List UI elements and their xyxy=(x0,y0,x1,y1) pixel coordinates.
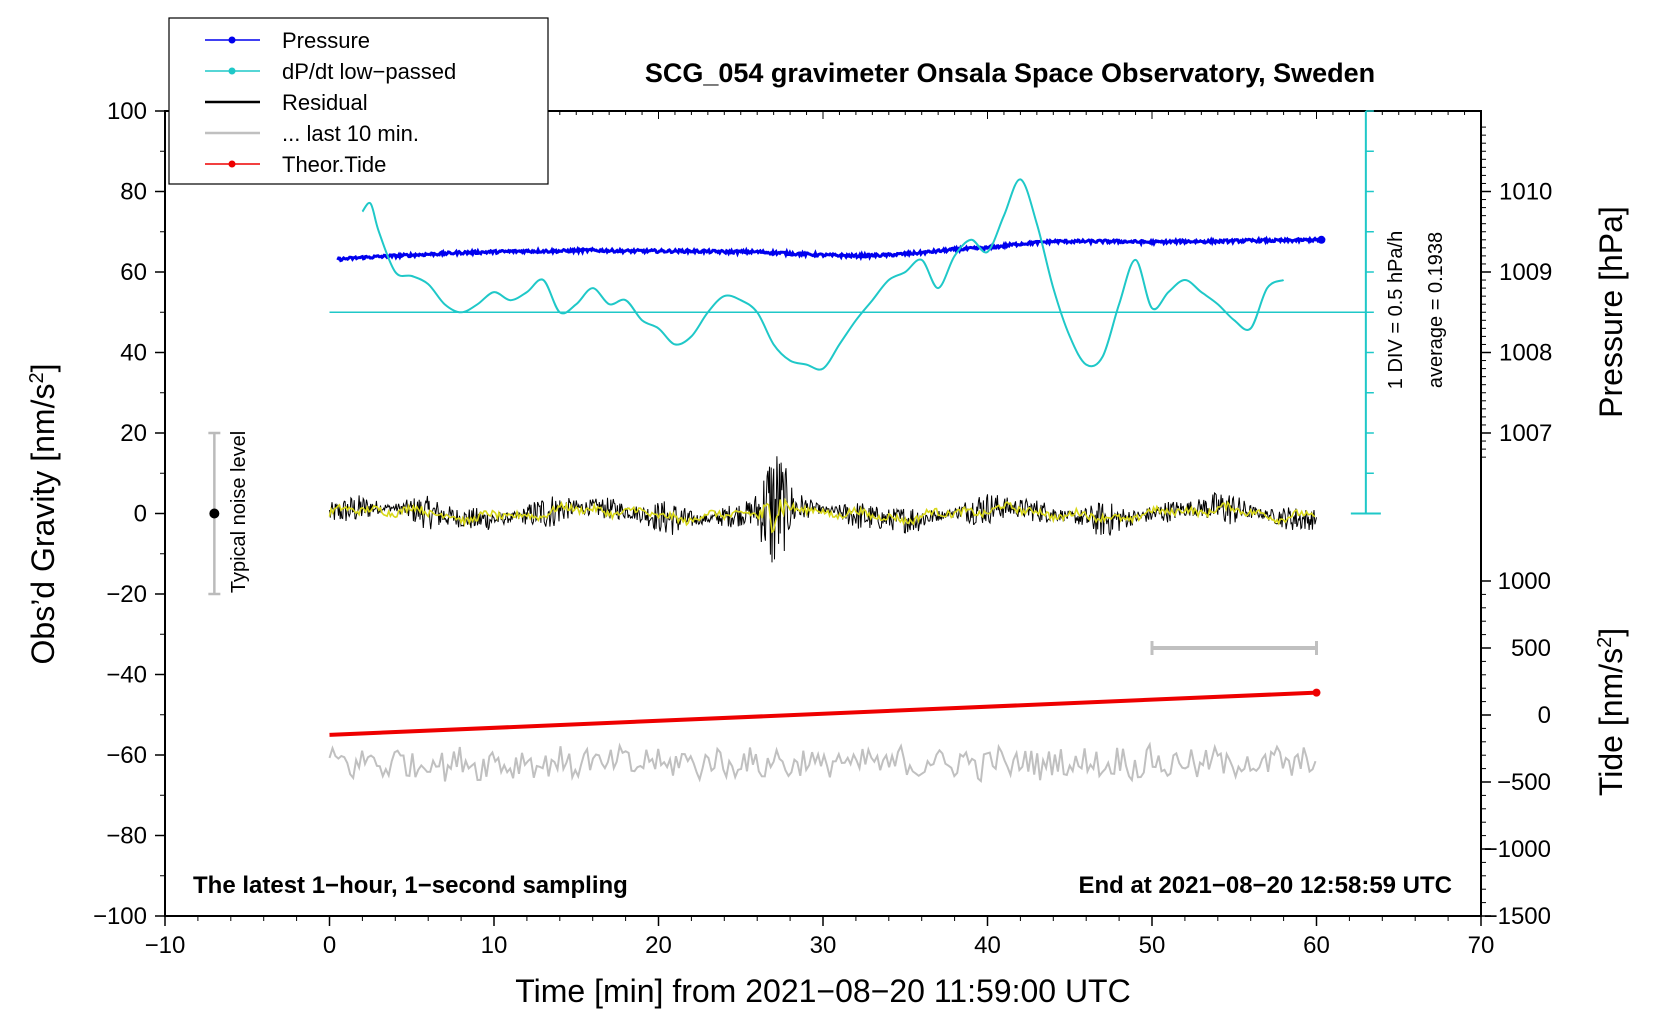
pressure-tick-label: 1010 xyxy=(1499,179,1552,206)
dpdt-scale-bar xyxy=(1350,110,1381,515)
x-tick-label: 60 xyxy=(1303,932,1330,959)
y-tick-label: 80 xyxy=(120,179,147,206)
x-tick-label: 40 xyxy=(974,932,1001,959)
last-10-min-marker xyxy=(1150,641,1318,655)
tide-tick-labels: 1000 500 0 −500 −1000 −1500 xyxy=(1484,568,1551,930)
y-tick-label: −40 xyxy=(106,662,147,689)
y-tick-label: 60 xyxy=(120,259,147,286)
legend-marker xyxy=(228,67,236,75)
legend-entries: Pressure dP/dt low−passed Residual ... last… xyxy=(205,28,456,177)
y-tick-label: −20 xyxy=(106,581,147,608)
x-tick-labels: −10 0 10 20 30 40 50 60 70 xyxy=(145,932,1495,959)
tide-tick-label: 0 xyxy=(1538,702,1551,729)
legend-label: Theor.Tide xyxy=(282,152,386,177)
tide-tick-label: 500 xyxy=(1511,635,1551,662)
x-tick-label: 30 xyxy=(810,932,837,959)
last10-line xyxy=(328,741,1317,783)
tide-tick-label: −500 xyxy=(1497,769,1551,796)
x-tick-label: 50 xyxy=(1139,932,1166,959)
legend-label: ... last 10 min. xyxy=(282,121,419,146)
y-tick-label: 40 xyxy=(120,340,147,367)
y-axis-title-tide: Tide [nm/s2] xyxy=(1593,628,1629,796)
series-layer xyxy=(328,178,1366,783)
pressure-tick-label: 1008 xyxy=(1499,340,1552,367)
legend-label: dP/dt low−passed xyxy=(282,59,456,84)
y-tick-label: −80 xyxy=(106,823,147,850)
legend-marker xyxy=(228,160,236,168)
pressure-line xyxy=(336,235,1321,263)
pressure-end-marker xyxy=(1317,235,1326,244)
y-tick-label: 100 xyxy=(107,98,147,125)
noise-level-label: Typical noise level xyxy=(228,431,250,593)
end-time-note: End at 2021−08−20 12:58:59 UTC xyxy=(1078,872,1452,899)
legend: Pressure dP/dt low−passed Residual ... last… xyxy=(168,17,549,185)
sampling-note: The latest 1−hour, 1−second sampling xyxy=(193,872,628,899)
noise-level-indicator xyxy=(208,431,221,596)
y-tick-label: 20 xyxy=(120,420,147,447)
tide-tick-label: 1000 xyxy=(1498,568,1551,595)
x-tick-label: 10 xyxy=(481,932,508,959)
y-tick-label: −100 xyxy=(93,903,147,930)
y-tick-label: 0 xyxy=(134,501,147,528)
legend-marker xyxy=(228,36,236,44)
legend-label: Pressure xyxy=(282,28,370,53)
pressure-tick-label: 1007 xyxy=(1499,420,1552,447)
legend-label: Residual xyxy=(282,90,368,115)
y-axis-title-pressure: Pressure [hPa] xyxy=(1593,206,1629,418)
y-tick-labels-left: 100 80 60 40 20 0 −20 −40 −60 −80 −100 xyxy=(93,98,147,930)
x-tick-label: 0 xyxy=(323,932,336,959)
x-axis-title: Time [min] from 2021−08−20 11:59:00 UTC xyxy=(515,973,1130,1009)
x-tick-label: 20 xyxy=(645,932,672,959)
x-tick-label: 70 xyxy=(1468,932,1495,959)
pressure-tick-label: 1009 xyxy=(1499,259,1552,286)
tide-tick-label: −1000 xyxy=(1484,836,1551,863)
average-label: average = 0.1938 xyxy=(1425,232,1447,388)
tide-tick-label: −1500 xyxy=(1484,903,1551,930)
tide-line xyxy=(329,690,1317,737)
dpdt-line xyxy=(361,178,1285,371)
y-axis-title-left-sup: 2 xyxy=(26,372,48,383)
noise-center-dot xyxy=(209,508,220,519)
residual-smoothed-line xyxy=(328,497,1316,534)
div-scale-label: 1 DIV = 0.5 hPa/h xyxy=(1385,231,1407,389)
residual-line xyxy=(329,456,1317,563)
chart-title: SCG_054 gravimeter Onsala Space Observat… xyxy=(645,58,1375,88)
x-tick-label: −10 xyxy=(145,932,186,959)
plot-frame xyxy=(164,110,1482,917)
y-axis-title-left: Obs’d Gravity [nm/s2] xyxy=(25,364,61,665)
y-tick-label: −60 xyxy=(106,742,147,769)
pressure-tick-labels: 1010 1009 1008 1007 xyxy=(1499,179,1552,448)
tide-end-marker xyxy=(1312,688,1321,697)
y-axis-title-tide-sup: 2 xyxy=(1594,637,1616,648)
